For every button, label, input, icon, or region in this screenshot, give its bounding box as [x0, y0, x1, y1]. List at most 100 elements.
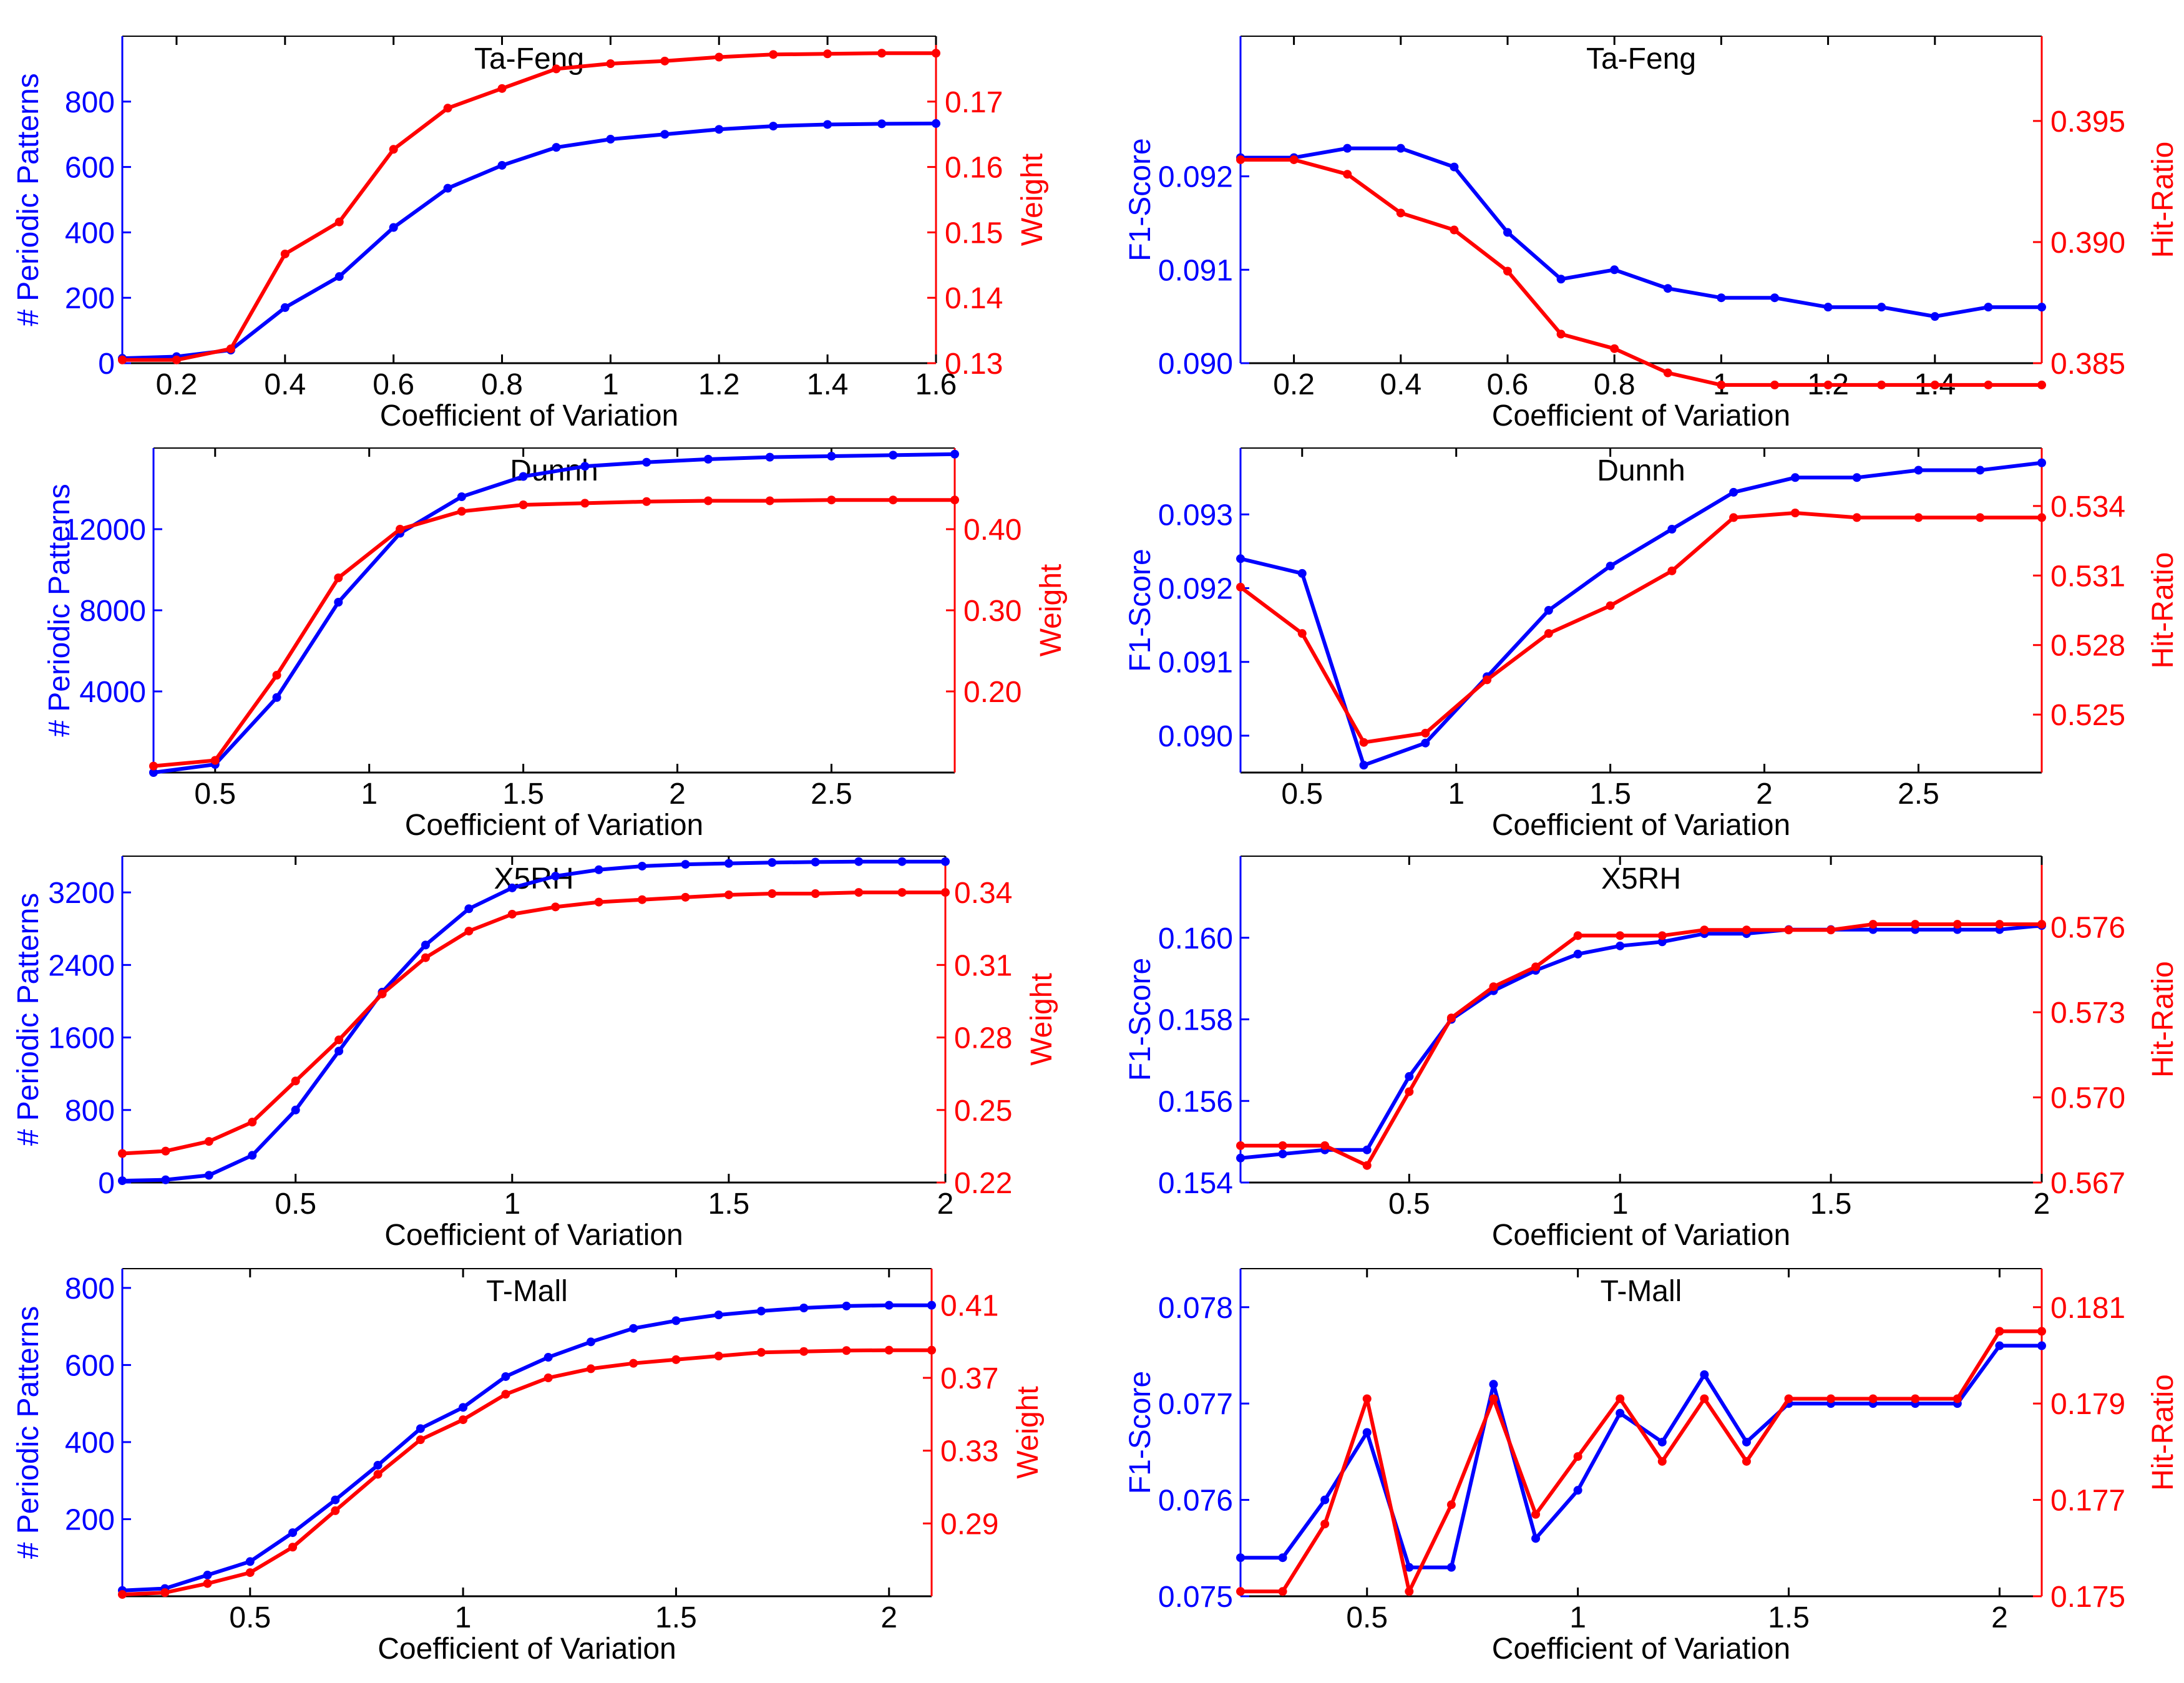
right-y-tick-label: 0.567	[2050, 1167, 2125, 1200]
data-point	[1742, 1456, 1751, 1466]
data-point	[606, 135, 615, 144]
data-point	[421, 940, 430, 950]
data-point	[1278, 1149, 1287, 1159]
data-point	[1784, 1394, 1793, 1403]
data-point	[443, 104, 452, 113]
data-point	[443, 183, 452, 193]
right-axis-series	[118, 1345, 936, 1599]
data-point	[1489, 1380, 1498, 1389]
data-point	[1616, 931, 1625, 940]
x-tick-label: 0.2	[1273, 368, 1315, 401]
data-point	[245, 1557, 255, 1566]
data-point	[1663, 284, 1672, 293]
chart-dunnh-patterns: 0.5 1 1.5 2 2.540008000120000.200.300.40Dunn…	[43, 447, 1068, 842]
data-point	[724, 890, 733, 899]
series-line	[1241, 1329, 2042, 1594]
right-y-tick-label: 0.15	[945, 217, 1003, 250]
data-point	[1362, 1394, 1372, 1403]
data-point	[203, 1579, 212, 1588]
data-point	[1320, 1495, 1330, 1505]
data-point	[1573, 931, 1582, 940]
right-axis-series	[1236, 1327, 2046, 1596]
data-point	[1976, 513, 1985, 522]
data-point	[421, 953, 430, 962]
data-point	[586, 1364, 595, 1373]
data-point	[1823, 303, 1833, 312]
data-point	[1343, 170, 1352, 179]
left-y-tick-label: 0.160	[1158, 922, 1233, 955]
x-tick-label: 0.4	[264, 368, 306, 401]
data-point	[586, 1337, 595, 1347]
right-y-axis-label: Hit-Ratio	[2147, 961, 2180, 1078]
data-point	[629, 1324, 638, 1333]
left-y-tick-label: 0.156	[1158, 1085, 1233, 1118]
data-point	[660, 56, 670, 66]
data-point	[1984, 380, 1993, 389]
data-point	[497, 160, 507, 170]
data-point	[897, 888, 907, 897]
series-line	[153, 452, 955, 774]
data-point	[1852, 473, 1861, 482]
data-point	[941, 857, 950, 866]
x-axis-label: Coefficient of Variation	[380, 399, 679, 432]
left-y-axis-label: F1-Score	[1124, 549, 1157, 671]
right-y-tick-label: 0.14	[945, 282, 1003, 315]
left-y-axis-label: # Periodic Patterns	[12, 893, 45, 1146]
data-point	[1729, 513, 1738, 522]
data-point	[544, 1353, 553, 1362]
left-y-tick-label: 4000	[79, 676, 146, 709]
data-point	[1489, 1394, 1498, 1403]
data-point	[1984, 303, 1993, 312]
data-point	[288, 1528, 298, 1538]
series-line	[1239, 511, 2042, 744]
x-tick-label: 1.5	[1589, 778, 1631, 811]
data-point	[1297, 629, 1307, 638]
data-point	[703, 454, 713, 464]
data-point	[714, 1310, 723, 1320]
right-y-tick-label: 0.22	[954, 1167, 1012, 1200]
x-tick-label: 2	[669, 778, 686, 811]
right-y-tick-label: 0.531	[2050, 560, 2125, 593]
right-y-tick-label: 0.175	[2050, 1581, 2125, 1614]
data-point	[334, 1046, 344, 1056]
right-y-tick-label: 0.29	[940, 1508, 998, 1541]
data-point	[160, 1588, 170, 1598]
data-point	[519, 472, 528, 481]
data-point	[580, 499, 590, 508]
right-y-axis-label: Weight	[1016, 154, 1049, 246]
data-point	[889, 451, 898, 460]
data-point	[1362, 1145, 1372, 1154]
x-tick-label: 1	[1448, 778, 1465, 811]
data-point	[551, 871, 560, 881]
data-point	[1995, 1327, 2004, 1336]
series-line	[122, 51, 936, 362]
data-point	[877, 49, 887, 58]
data-point	[1359, 761, 1368, 770]
data-point	[416, 1424, 425, 1433]
data-point	[210, 756, 220, 765]
right-y-tick-label: 0.41	[940, 1289, 998, 1322]
x-axis-label: Coefficient of Variation	[405, 809, 704, 842]
chart-title: Ta-Feng	[1586, 42, 1696, 76]
data-point	[1544, 629, 1553, 638]
x-axis-label: Coefficient of Variation	[378, 1632, 676, 1666]
right-axis-series	[118, 888, 950, 1158]
data-point	[457, 492, 466, 501]
data-point	[606, 59, 615, 69]
data-point	[854, 857, 864, 866]
data-point	[1952, 1394, 1962, 1403]
x-tick-label: 1.5	[708, 1188, 750, 1221]
chart-title: T-Mall	[1601, 1275, 1682, 1308]
data-point	[703, 496, 713, 505]
left-y-axis-label: # Periodic Patterns	[12, 1306, 45, 1559]
data-point	[1531, 1510, 1541, 1519]
right-y-tick-label: 0.181	[2050, 1292, 2125, 1325]
data-point	[507, 883, 517, 892]
data-point	[1362, 1428, 1372, 1437]
data-point	[1770, 293, 1779, 303]
right-y-tick-label: 0.20	[963, 676, 1021, 709]
data-point	[464, 904, 474, 914]
data-point	[161, 1146, 170, 1156]
left-y-tick-label: 0.090	[1158, 720, 1233, 753]
